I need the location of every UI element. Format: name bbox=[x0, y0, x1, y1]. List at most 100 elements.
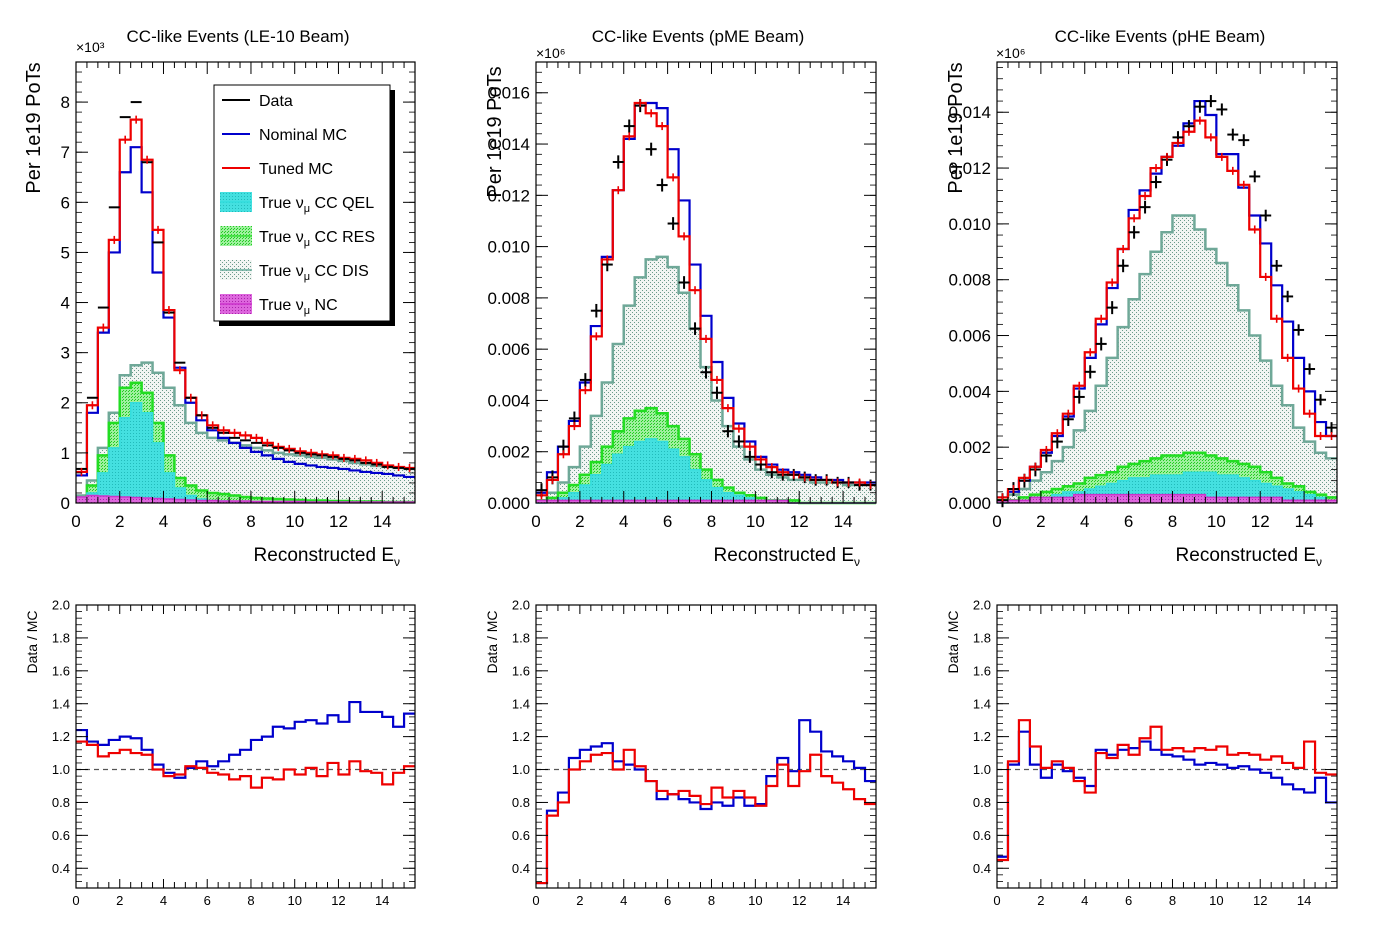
x-tick-label: 10 bbox=[285, 512, 304, 531]
plot-area bbox=[997, 605, 1337, 888]
legend-label-tail: CC QEL bbox=[310, 195, 374, 212]
x-tick-label: 6 bbox=[664, 893, 671, 908]
y-tick-label: 1.0 bbox=[973, 762, 991, 777]
legend-label-tail: NC bbox=[310, 297, 338, 314]
panel-top-1-labels: CC-like Events (LE-10 Beam) ×10³ Per 1e1… bbox=[23, 27, 400, 569]
stack-fill-nc bbox=[76, 495, 415, 503]
panel-top-3-labels: CC-like Events (pHE Beam) ×10⁶ Per 1e19 … bbox=[945, 27, 1322, 569]
y-tick-label: 0.008 bbox=[948, 271, 991, 290]
y-tick-label: 3 bbox=[61, 344, 70, 363]
y-tick-label: 0.4 bbox=[52, 861, 70, 876]
stack-outline-res bbox=[536, 406, 876, 505]
y-tick-label: 0.016 bbox=[487, 84, 530, 103]
x-tick-label: 2 bbox=[115, 512, 124, 531]
plot-area bbox=[536, 605, 876, 888]
y-tick-label: 1.2 bbox=[512, 729, 530, 744]
y-tick-label: 1.0 bbox=[512, 762, 530, 777]
y-tick-label: 0.8 bbox=[973, 795, 991, 810]
x-tick-label: 12 bbox=[792, 893, 806, 908]
x-tick-label: 12 bbox=[331, 893, 345, 908]
x-tick-label: 4 bbox=[1080, 512, 1089, 531]
x-tick-label: 14 bbox=[836, 893, 850, 908]
x-tick-label: 2 bbox=[575, 512, 584, 531]
series-line-data-tuned-mc bbox=[536, 748, 876, 885]
legend-label-subscript: μ bbox=[304, 203, 310, 215]
series-line-nominal-mc bbox=[76, 146, 415, 479]
x-axis-label-subscript: ν bbox=[394, 555, 400, 569]
ratio-plot-phe: 0 2 4 6 8 10 12 14 0.4 0.6 0.8 1.0 1.2 1.4 1.6 1.8 2.0 bbox=[973, 598, 1338, 908]
y-tick-label: 2 bbox=[61, 394, 70, 413]
chart-title: CC-like Events (pHE Beam) bbox=[1055, 27, 1266, 46]
stack-outline-res bbox=[76, 381, 415, 504]
x-tick-label: 8 bbox=[707, 512, 716, 531]
y-tick-label: 0.6 bbox=[512, 828, 530, 843]
legend-label-tail: CC RES bbox=[310, 229, 375, 246]
axis-exponent: ×10⁶ bbox=[996, 45, 1026, 61]
x-tick-label: 6 bbox=[663, 512, 672, 531]
ratio-plot-le10: 0 2 4 6 8 10 12 14 0.4 0.6 0.8 1.0 1.2 1.4 1.6 1.8 2.0 bbox=[52, 598, 416, 908]
y-tick-label: 0.006 bbox=[948, 326, 991, 345]
y-tick-label: 0.4 bbox=[973, 861, 991, 876]
x-tick-label: 12 bbox=[1251, 512, 1270, 531]
legend-label: True νμ NC bbox=[259, 297, 338, 317]
x-tick-label: 8 bbox=[246, 512, 255, 531]
x-axis-label: Reconstructed Eν bbox=[714, 545, 860, 569]
x-axis-label-text: Reconstructed E bbox=[1176, 545, 1316, 566]
y-tick-label: 1.0 bbox=[52, 762, 70, 777]
series-line-data-tuned-mc bbox=[76, 740, 415, 789]
panel-top-2-labels: CC-like Events (pME Beam) ×10⁶ Per 1e19 … bbox=[484, 27, 860, 569]
y-tick-label: 0.8 bbox=[52, 795, 70, 810]
y-tick-label: 0.004 bbox=[487, 391, 530, 410]
y-axis-label: Data / MC bbox=[484, 610, 500, 673]
legend-label-subscript: μ bbox=[304, 271, 310, 283]
legend-label-subscript: μ bbox=[304, 237, 310, 249]
chart-title: CC-like Events (pME Beam) bbox=[592, 27, 805, 46]
y-tick-label: 1.8 bbox=[512, 630, 530, 645]
plot-pme: 0 2 4 6 8 10 12 14 0.000 0.002 0.004 0.006 0.008 0.01… bbox=[487, 61, 877, 531]
x-tick-label: 0 bbox=[993, 893, 1000, 908]
y-tick-label: 0.012 bbox=[948, 159, 991, 178]
x-tick-label: 12 bbox=[790, 512, 809, 531]
x-tick-label: 10 bbox=[287, 893, 301, 908]
x-tick-label: 6 bbox=[1124, 512, 1133, 531]
y-tick-label: 1.2 bbox=[973, 729, 991, 744]
x-axis-label-text: Reconstructed E bbox=[254, 545, 394, 566]
legend-label-text: True ν bbox=[259, 229, 304, 246]
x-tick-label: 8 bbox=[708, 893, 715, 908]
x-tick-label: 4 bbox=[620, 893, 627, 908]
plot-frame bbox=[535, 604, 877, 889]
stack-outline-dis bbox=[536, 255, 876, 502]
stack-outline-qel bbox=[997, 471, 1337, 504]
y-tick-label: 5 bbox=[61, 243, 70, 262]
x-tick-label: 6 bbox=[1125, 893, 1132, 908]
series-line-data-nominal-mc bbox=[76, 700, 415, 779]
x-axis-label-subscript: ν bbox=[1316, 555, 1322, 569]
y-tick-label: 0.8 bbox=[512, 795, 530, 810]
y-tick-label: 1.8 bbox=[973, 630, 991, 645]
legend-label-text: True ν bbox=[259, 195, 304, 212]
y-tick-label: 0.014 bbox=[948, 103, 991, 122]
x-tick-label: 10 bbox=[1209, 893, 1223, 908]
y-tick-label: 0.000 bbox=[948, 494, 991, 513]
y-tick-label: 0.002 bbox=[487, 443, 530, 462]
legend-label: True νμ CC RES bbox=[259, 229, 375, 249]
stack-outline-res bbox=[997, 451, 1337, 502]
y-tick-label: 8 bbox=[61, 93, 70, 112]
y-tick-label: 0.004 bbox=[948, 382, 991, 401]
x-tick-label: 8 bbox=[1168, 512, 1177, 531]
legend-label-tail: CC DIS bbox=[310, 263, 369, 280]
x-tick-label: 6 bbox=[204, 893, 211, 908]
ratio-plot-pme: 0 2 4 6 8 10 12 14 0.4 0.6 0.8 1.0 1.2 1.4 1.6 1.8 2.0 bbox=[512, 598, 877, 908]
x-tick-label: 8 bbox=[1169, 893, 1176, 908]
y-tick-label: 1.6 bbox=[52, 663, 70, 678]
y-tick-label: 0.6 bbox=[52, 828, 70, 843]
x-tick-label: 4 bbox=[159, 512, 168, 531]
y-tick-label: 1.6 bbox=[973, 663, 991, 678]
y-tick-label: 0.012 bbox=[487, 186, 530, 205]
x-tick-label: 0 bbox=[992, 512, 1001, 531]
plot-frame bbox=[535, 61, 877, 504]
y-tick-label: 6 bbox=[61, 193, 70, 212]
legend-label: Data bbox=[259, 93, 293, 110]
